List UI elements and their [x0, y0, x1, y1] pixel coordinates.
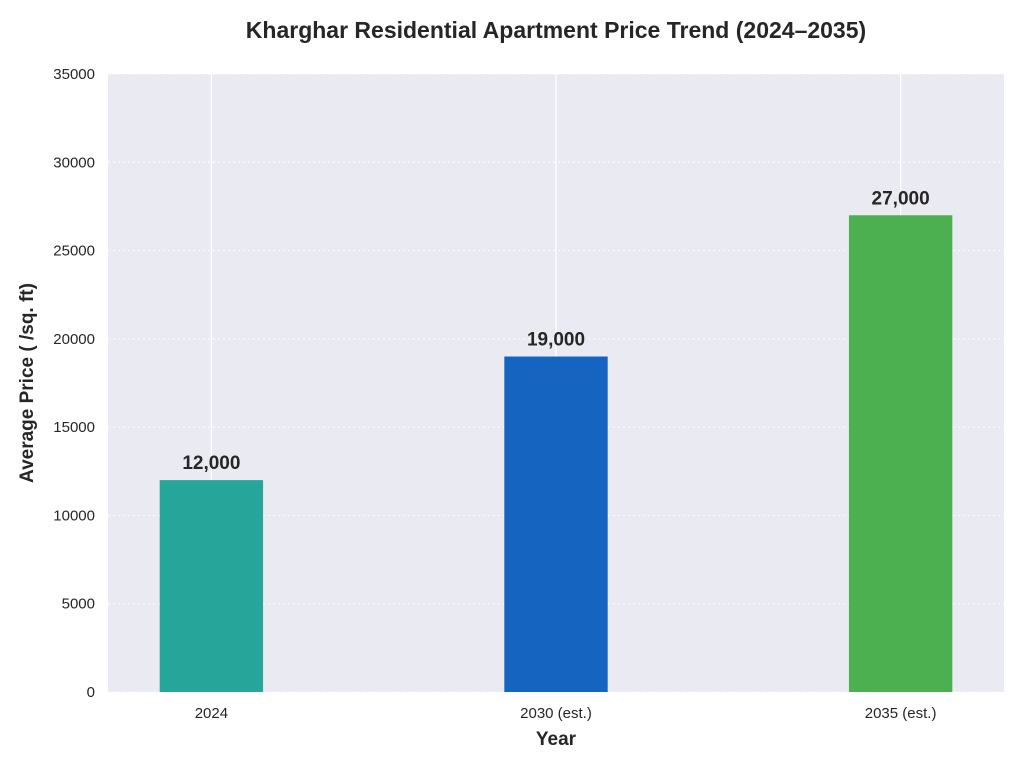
chart-title: Kharghar Residential Apartment Price Tre… — [246, 17, 866, 43]
data-labels: 12,000 19,000 27,000 — [182, 188, 929, 474]
y-tick-label: 25000 — [53, 243, 95, 260]
data-label-3: 27,000 — [872, 188, 930, 209]
y-axis: 0 5000 10000 15000 20000 25000 30000 35000 — [53, 66, 95, 701]
y-tick-label: 10000 — [53, 507, 95, 524]
x-tick-label: 2030 (est.) — [520, 705, 592, 722]
y-tick-label: 5000 — [62, 596, 95, 613]
x-tick-label: 2024 — [195, 705, 228, 722]
y-tick-label: 35000 — [53, 66, 95, 83]
x-axis: 2024 2030 (est.) 2035 (est.) — [195, 705, 937, 722]
y-tick-label: 20000 — [53, 331, 95, 348]
bar-3 — [848, 215, 953, 692]
data-label-2: 19,000 — [527, 330, 585, 351]
bar-2 — [504, 356, 608, 692]
data-label-1: 12,000 — [182, 453, 240, 474]
y-tick-label: 0 — [87, 684, 95, 701]
bar-1 — [159, 480, 264, 692]
bars — [159, 215, 953, 692]
x-axis-label: Year — [536, 729, 577, 750]
y-tick-label: 15000 — [53, 419, 95, 436]
y-tick-label: 30000 — [53, 154, 95, 171]
x-tick-label: 2035 (est.) — [865, 705, 937, 722]
y-axis-label: Average Price ( /sq. ft) — [17, 283, 38, 483]
